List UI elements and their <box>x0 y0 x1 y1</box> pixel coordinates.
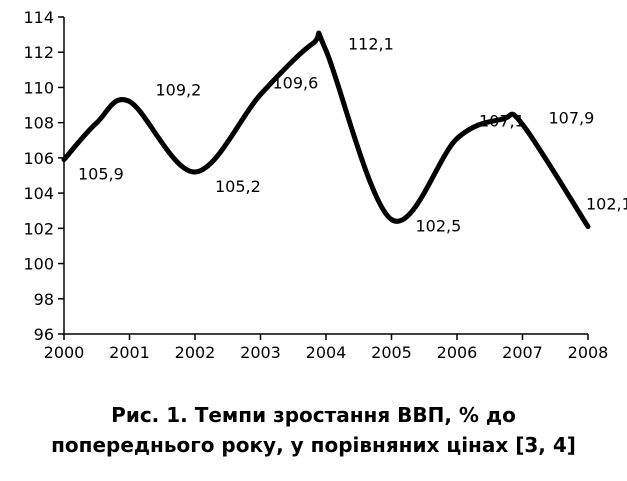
x-axis-ticks: 2000 2001 2002 2003 2004 2005 2006 2007 2008 <box>44 334 609 362</box>
data-label: 109,6 <box>273 74 319 93</box>
data-labels: 105,9 109,2 105,2 109,6 112,1 102,5 107,1 107,9… <box>78 35 627 236</box>
caption-line-1: Рис. 1. Темпи зростання ВВП, % до <box>111 403 516 427</box>
series-line-gdp-growth <box>61 30 591 230</box>
y-tick-label: 104 <box>23 184 54 203</box>
y-axis-ticks: 96 98 100 102 104 106 108 110 112 114 <box>23 8 64 344</box>
y-tick-label: 100 <box>23 255 54 274</box>
y-tick-label: 108 <box>23 114 54 133</box>
y-tick-label: 102 <box>23 219 54 238</box>
x-tick-label: 2003 <box>240 343 281 362</box>
x-tick-label: 2007 <box>502 343 543 362</box>
y-tick-label: 106 <box>23 149 54 168</box>
x-tick-label: 2008 <box>568 343 609 362</box>
x-tick-label: 2006 <box>437 343 478 362</box>
figure-caption: Рис. 1. Темпи зростання ВВП, % до попере… <box>0 400 627 460</box>
y-tick-label: 96 <box>34 325 54 344</box>
x-tick-label: 2004 <box>306 343 347 362</box>
data-label: 107,1 <box>479 112 525 131</box>
x-tick-label: 2002 <box>175 343 216 362</box>
x-tick-label: 2001 <box>109 343 150 362</box>
data-label: 102,1 <box>586 195 627 214</box>
y-tick-label: 110 <box>23 78 54 97</box>
y-tick-label: 98 <box>34 290 54 309</box>
data-label: 109,2 <box>156 81 202 100</box>
x-tick-label: 2000 <box>44 343 85 362</box>
data-label: 105,2 <box>215 177 261 196</box>
caption-line-2: попереднього року, у порівняних цінах [3… <box>51 433 576 457</box>
data-label: 105,9 <box>78 165 124 184</box>
x-tick-label: 2005 <box>371 343 412 362</box>
data-label: 107,9 <box>549 108 595 127</box>
data-label: 102,5 <box>416 217 462 236</box>
y-tick-label: 114 <box>23 8 54 27</box>
data-label: 112,1 <box>348 35 394 54</box>
y-tick-label: 112 <box>23 43 54 62</box>
